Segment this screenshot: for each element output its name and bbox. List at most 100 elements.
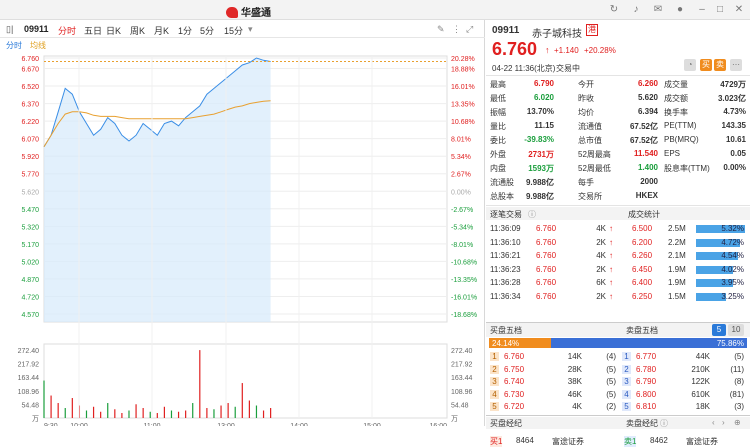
tab-15min[interactable]: 15分 xyxy=(224,26,244,36)
subtab-average[interactable]: 均线 xyxy=(30,41,46,50)
stat-label: 换手率 xyxy=(664,108,688,117)
tab-5day[interactable]: 五日 xyxy=(84,26,103,36)
y-pct-tick-label: -18.68% xyxy=(451,312,477,319)
y-tick-label: 5.620 xyxy=(21,189,39,196)
volume-bar xyxy=(85,410,88,418)
minimize-icon[interactable]: – xyxy=(699,4,705,15)
broker-sell-id: 8462 xyxy=(650,436,668,445)
volume-bar xyxy=(128,410,130,418)
y-pct-tick-label: 20.28% xyxy=(451,56,475,63)
more-icon[interactable]: ⋯ xyxy=(730,59,742,71)
quote-panel: 09911 赤子城科技 港 6.760 ↑ +1.140 +20.28% 04-… xyxy=(486,20,750,447)
tab-day-k[interactable]: 日K xyxy=(106,26,122,36)
ask-level: 3 xyxy=(622,377,631,386)
broker-settings-icon[interactable]: ⊕ xyxy=(734,418,741,427)
volume-bar xyxy=(142,408,144,418)
bid-ratio-text: 24.14% xyxy=(492,339,520,348)
collapse-icon[interactable]: ▯| xyxy=(6,24,14,34)
stat-volume: 1.9M xyxy=(668,278,686,287)
ask-level: 2 xyxy=(622,364,631,374)
chevron-down-icon[interactable]: ▾ xyxy=(248,24,253,34)
volume-bar xyxy=(220,405,222,418)
bid-level: 3 xyxy=(490,377,499,386)
grid-icon[interactable]: ⋮ xyxy=(452,24,461,34)
y-pct-tick-label: 18.88% xyxy=(451,67,475,74)
stat-value: 11.15 xyxy=(534,121,554,130)
bid-book-title: 买盘五档 xyxy=(490,326,522,335)
volume-tick-label-right: 272.40 xyxy=(451,348,473,355)
trade-time: 11:36:21 xyxy=(490,251,521,260)
price-change: +1.140 xyxy=(554,46,579,55)
x-tick-label: 11:00 xyxy=(144,423,161,426)
bid-price: 6.720 xyxy=(504,402,525,411)
stock-code: 09911 xyxy=(24,24,49,34)
divider xyxy=(486,205,750,206)
mail-icon[interactable]: ✉ xyxy=(653,4,663,15)
bid-count: (5) xyxy=(606,377,616,386)
y-tick-label: 6.370 xyxy=(21,102,39,109)
stat-share-pct: 4.72% xyxy=(721,237,744,247)
ask-level: 4 xyxy=(622,389,631,399)
pencil-icon[interactable]: ✎ xyxy=(437,24,445,34)
stat-label: 流通值 xyxy=(578,122,602,131)
bid-size: 28K xyxy=(567,364,582,374)
broker-prev-icon[interactable]: ‹ xyxy=(712,418,715,427)
stat-volume: 2.2M xyxy=(668,237,686,247)
tab-fenshi[interactable]: 分时 xyxy=(58,26,77,36)
hk-badge-icon: 港 xyxy=(586,24,598,36)
trade-stats-title[interactable]: 成交统计 xyxy=(628,210,660,219)
trades-title[interactable]: 逐笔交易 xyxy=(490,210,522,219)
intraday-chart[interactable]: 6.760 20.28% 6.670 18.88% 6.520 16.01% 6.370 13… xyxy=(0,52,485,426)
trade-price: 6.760 xyxy=(536,237,557,247)
volume-bar xyxy=(185,410,187,418)
tab-5min[interactable]: 5分 xyxy=(200,26,215,36)
depth-5-button[interactable]: 5 xyxy=(712,324,726,336)
y-tick-label: 4.720 xyxy=(21,294,39,301)
stat-value: 67.52亿 xyxy=(629,136,658,145)
depth-10-button[interactable]: 10 xyxy=(728,324,744,336)
divider xyxy=(486,415,750,416)
stat-value: 1593万 xyxy=(528,164,554,173)
stat-value: 9.988亿 xyxy=(525,178,554,187)
stat-value: 4729万 xyxy=(720,80,746,89)
buy-icon[interactable]: 买 xyxy=(700,59,712,71)
expand-icon[interactable]: ⤢ xyxy=(466,24,474,34)
stat-label: 成交额 xyxy=(664,94,688,103)
subtab-fenshi[interactable]: 分时 xyxy=(6,41,22,50)
y-pct-tick-label: 0.00% xyxy=(451,189,471,196)
tab-month-k[interactable]: 月K xyxy=(154,26,170,36)
close-icon[interactable]: ✕ xyxy=(734,4,744,15)
refresh-icon[interactable]: ↻ xyxy=(609,4,619,15)
stat-volume: 1.5M xyxy=(668,291,686,301)
volume-tick-label: 万 xyxy=(32,415,39,423)
stat-label: 交易所 xyxy=(578,192,602,201)
tab-week-k[interactable]: 周K xyxy=(130,26,146,36)
stat-value: 6.260 xyxy=(637,79,658,88)
volume-tick-label: 217.92 xyxy=(18,362,40,369)
ask-level: 5 xyxy=(622,402,631,411)
trading-status: 交易中 xyxy=(556,64,580,73)
alert-icon[interactable]: ◔ xyxy=(684,59,696,71)
volume-bar xyxy=(213,409,215,418)
ask-count: (3) xyxy=(734,402,744,411)
book-header: 买盘五档 卖盘五档 5 10 xyxy=(486,323,750,337)
stat-label: PB(MRQ) xyxy=(664,135,699,144)
y-pct-tick-label: 8.01% xyxy=(451,137,471,144)
stat-label: 流通股 xyxy=(490,178,514,187)
volume-bar xyxy=(43,380,45,418)
stat-label: 52周最低 xyxy=(578,164,611,173)
bell-icon[interactable]: ♪ xyxy=(633,4,639,15)
chart-toolbar: ▯| 09911 分时 五日 日K 周K 月K 1分 5分 15分 ▾ ✎ ⋮ … xyxy=(0,20,485,38)
broker-sell-level: 卖1 xyxy=(624,436,637,447)
user-icon[interactable]: ● xyxy=(676,4,684,15)
stat-share-pct: 5.32% xyxy=(721,224,744,233)
tab-1min[interactable]: 1分 xyxy=(178,26,193,36)
sell-icon[interactable]: 卖 xyxy=(714,59,726,71)
bid-ratio-fill xyxy=(489,338,552,348)
stat-volume: 1.9M xyxy=(668,264,686,274)
stat-share-bar xyxy=(696,279,733,287)
x-tick-label: 9:30 xyxy=(44,423,58,426)
maximize-icon[interactable]: □ xyxy=(716,4,724,15)
broker-next-icon[interactable]: › xyxy=(722,418,725,427)
volume-bar xyxy=(100,411,102,418)
